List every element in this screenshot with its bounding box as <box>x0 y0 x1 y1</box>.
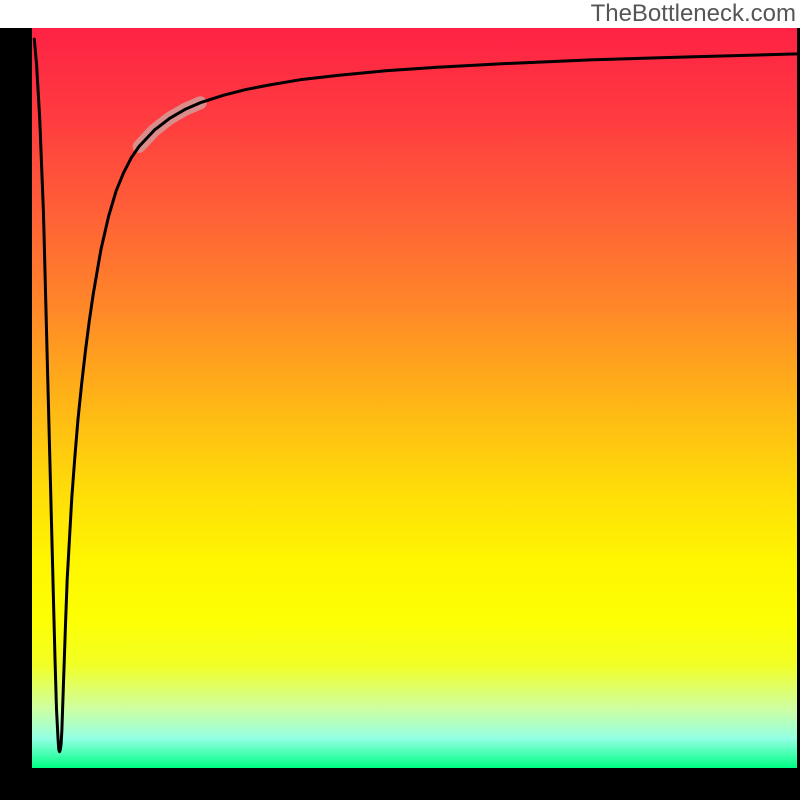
frame-bottom <box>0 768 800 800</box>
bottleneck-chart <box>0 0 800 800</box>
frame-left <box>0 28 32 800</box>
attribution-text: TheBottleneck.com <box>591 0 796 28</box>
